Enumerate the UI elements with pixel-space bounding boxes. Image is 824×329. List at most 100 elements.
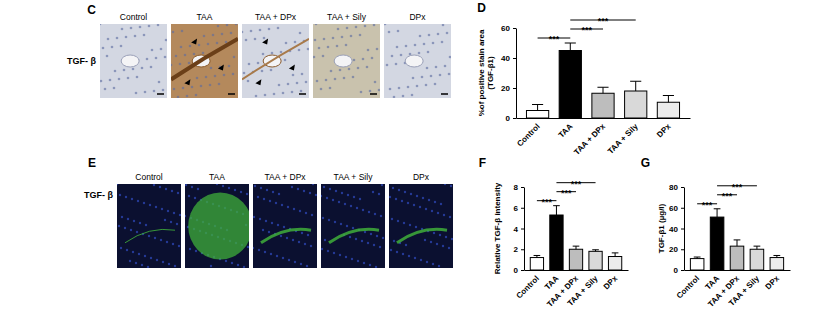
x-tick: TAA — [557, 122, 575, 140]
green-signal — [188, 192, 249, 259]
y-axis-title: TGF-β1 (µg/l) — [657, 203, 666, 253]
panel-letter: F — [479, 156, 486, 170]
nucleus — [293, 208, 295, 210]
nucleus — [345, 44, 348, 47]
nucleus — [369, 90, 372, 93]
nucleus — [268, 231, 270, 233]
nucleus — [197, 188, 199, 190]
significance-label: *** — [702, 200, 713, 210]
x-tick-label: Control — [675, 274, 701, 300]
nucleus — [322, 217, 324, 219]
nucleus — [323, 38, 326, 41]
nucleus — [375, 266, 377, 268]
nucleus — [300, 263, 302, 265]
nucleus — [130, 27, 133, 30]
vessel — [405, 55, 423, 67]
y-tick-mark — [521, 208, 524, 209]
error-cap — [734, 239, 741, 240]
micrograph — [242, 24, 309, 98]
nucleus — [326, 197, 328, 199]
nucleus — [364, 231, 366, 233]
nucleus — [155, 57, 158, 60]
nucleus — [449, 216, 451, 218]
y-tick-mark — [521, 249, 524, 250]
nucleus — [362, 58, 365, 61]
nucleus — [177, 96, 180, 98]
nucleus — [179, 63, 182, 66]
y-tick-label: 20 — [669, 245, 678, 254]
nucleus — [352, 76, 355, 79]
y-tick: 6 — [514, 204, 524, 213]
nucleus — [221, 33, 224, 36]
nucleus — [164, 219, 166, 221]
nucleus — [448, 247, 450, 249]
nucleus — [419, 35, 422, 38]
nucleus — [352, 227, 354, 229]
y-axis-title: %of positive stain area — [477, 29, 486, 116]
nucleus — [432, 42, 435, 45]
nucleus — [233, 56, 236, 59]
nucleus — [306, 265, 308, 267]
column-header: TAA — [197, 12, 213, 22]
nucleus — [185, 184, 187, 186]
nucleus — [134, 35, 137, 38]
nucleus — [263, 37, 266, 40]
nucleus — [135, 92, 138, 95]
significance-label: *** — [722, 191, 733, 201]
x-tick: Control — [515, 122, 541, 148]
nucleus — [257, 196, 259, 198]
nucleus — [172, 31, 175, 34]
nucleus — [168, 263, 170, 265]
error-cap — [553, 205, 560, 206]
plot-marks — [530, 206, 621, 270]
nucleus — [275, 202, 277, 204]
nucleus — [144, 255, 146, 257]
nucleus — [272, 191, 274, 193]
column-header: TAA + Sily — [327, 12, 367, 22]
error-cap — [597, 87, 608, 88]
x-tick: DPx — [602, 274, 620, 292]
bar — [730, 246, 744, 270]
nucleus — [243, 72, 246, 75]
nucleus — [254, 185, 256, 187]
nucleus — [341, 192, 343, 194]
nucleus — [420, 259, 422, 261]
nucleus — [127, 218, 129, 220]
error-cap — [694, 257, 701, 258]
nucleus — [436, 243, 438, 245]
nucleus — [405, 244, 407, 246]
significance-label: *** — [561, 188, 572, 198]
nucleus — [240, 191, 242, 193]
nucleus — [364, 25, 367, 28]
micrograph — [313, 24, 380, 98]
nucleus — [191, 186, 193, 188]
nucleus — [359, 198, 361, 200]
nucleus — [139, 222, 141, 224]
nucleus — [363, 262, 365, 264]
nucleus — [253, 216, 255, 218]
nucleus — [430, 241, 432, 243]
nucleus — [263, 198, 265, 200]
column-header: Control — [135, 172, 163, 182]
x-tick: TAA + Sily — [606, 122, 640, 156]
y-tick: 60 — [501, 24, 516, 33]
nucleus — [369, 264, 371, 266]
nucleus — [450, 185, 452, 187]
nucleus — [374, 213, 376, 215]
nucleus — [107, 38, 110, 41]
micrograph — [253, 184, 317, 268]
nucleus — [356, 207, 358, 209]
arrow — [262, 39, 268, 45]
nucleus — [148, 25, 151, 28]
x-tick-label: TAA + DPx — [572, 122, 607, 157]
nucleus — [195, 250, 197, 252]
plot-marks — [690, 209, 783, 270]
nucleus — [243, 266, 245, 268]
column-header: DPx — [409, 12, 426, 22]
error-bar — [537, 105, 538, 111]
nucleus — [154, 237, 156, 239]
nucleus — [432, 263, 434, 265]
nucleus — [400, 54, 403, 57]
nucleus — [248, 63, 251, 66]
nucleus — [337, 28, 340, 31]
